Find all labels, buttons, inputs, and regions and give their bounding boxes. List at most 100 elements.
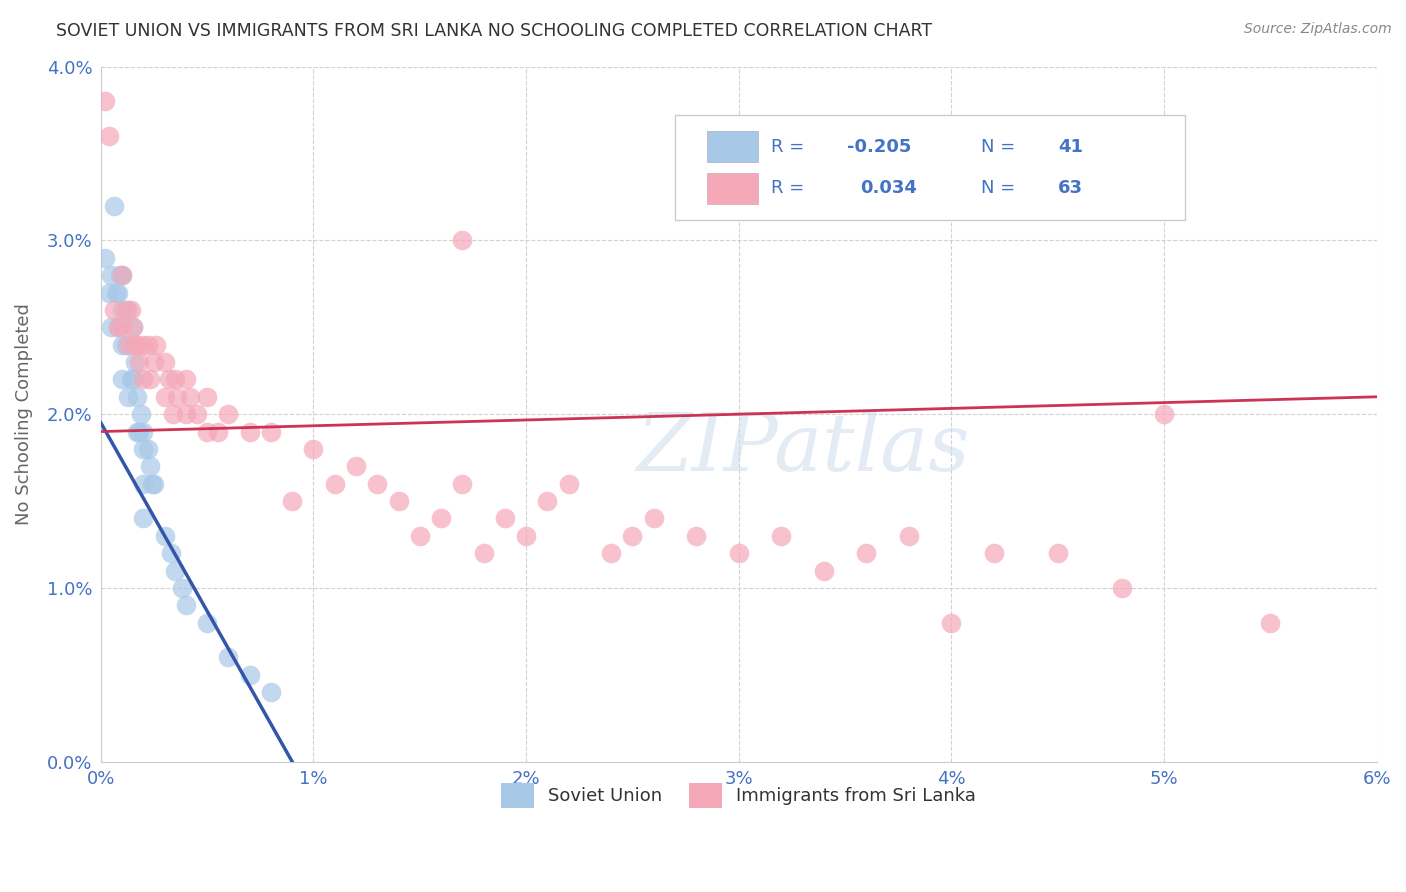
Point xyxy=(145,337,167,351)
Point xyxy=(855,546,877,560)
Point xyxy=(174,599,197,613)
Text: -0.205: -0.205 xyxy=(848,137,911,155)
Point xyxy=(111,268,134,282)
Point xyxy=(124,355,146,369)
Point xyxy=(121,320,143,334)
Point xyxy=(136,337,159,351)
Point xyxy=(344,459,367,474)
Point xyxy=(165,372,187,386)
Point xyxy=(160,546,183,560)
Point xyxy=(107,320,129,334)
Point xyxy=(600,546,623,560)
Point xyxy=(98,285,121,300)
Text: 41: 41 xyxy=(1057,137,1083,155)
Point xyxy=(129,407,152,421)
Point xyxy=(1046,546,1069,560)
Point xyxy=(157,372,180,386)
Point xyxy=(207,425,229,439)
Point xyxy=(121,372,143,386)
Point xyxy=(111,302,134,317)
Point xyxy=(260,425,283,439)
Point xyxy=(186,407,208,421)
FancyBboxPatch shape xyxy=(707,131,758,162)
Point xyxy=(139,459,162,474)
Point xyxy=(451,233,474,247)
Point xyxy=(813,564,835,578)
Point xyxy=(117,390,139,404)
Point xyxy=(117,337,139,351)
Point xyxy=(98,129,121,144)
Point xyxy=(195,390,218,404)
Point xyxy=(143,355,166,369)
Point xyxy=(111,337,134,351)
Point xyxy=(897,529,920,543)
Text: R =: R = xyxy=(770,137,810,155)
FancyBboxPatch shape xyxy=(675,115,1185,219)
Point xyxy=(124,337,146,351)
Point xyxy=(217,407,239,421)
Point xyxy=(120,302,142,317)
Point xyxy=(409,529,432,543)
Point xyxy=(103,302,125,317)
Point xyxy=(108,268,131,282)
Point xyxy=(141,476,163,491)
Point xyxy=(153,529,176,543)
Point xyxy=(165,564,187,578)
Point xyxy=(472,546,495,560)
Point xyxy=(685,529,707,543)
Point xyxy=(132,425,155,439)
Point xyxy=(111,372,134,386)
Text: 63: 63 xyxy=(1057,179,1083,197)
Point xyxy=(387,494,409,508)
Point xyxy=(125,390,148,404)
Point xyxy=(121,320,143,334)
Point xyxy=(132,511,155,525)
Point xyxy=(1111,581,1133,595)
Point xyxy=(494,511,516,525)
Point xyxy=(120,372,142,386)
Point xyxy=(143,476,166,491)
Point xyxy=(125,337,148,351)
Point xyxy=(302,442,325,456)
Point xyxy=(128,425,150,439)
Point xyxy=(195,425,218,439)
Point xyxy=(136,442,159,456)
Point xyxy=(125,425,148,439)
Point xyxy=(104,285,127,300)
Point xyxy=(128,355,150,369)
Point xyxy=(643,511,665,525)
Point xyxy=(174,372,197,386)
Point xyxy=(166,390,188,404)
Text: Source: ZipAtlas.com: Source: ZipAtlas.com xyxy=(1244,22,1392,37)
Point xyxy=(621,529,644,543)
Point xyxy=(239,668,262,682)
Point xyxy=(323,476,346,491)
Point xyxy=(430,511,453,525)
Text: N =: N = xyxy=(981,137,1021,155)
Point xyxy=(132,476,155,491)
Point xyxy=(132,337,155,351)
Point xyxy=(536,494,558,508)
Point xyxy=(1260,615,1282,630)
Text: SOVIET UNION VS IMMIGRANTS FROM SRI LANKA NO SCHOOLING COMPLETED CORRELATION CHA: SOVIET UNION VS IMMIGRANTS FROM SRI LANK… xyxy=(56,22,932,40)
Point xyxy=(115,302,138,317)
Point xyxy=(174,407,197,421)
Point xyxy=(770,529,793,543)
Text: N =: N = xyxy=(981,179,1021,197)
Point xyxy=(217,650,239,665)
Point xyxy=(260,685,283,699)
Point xyxy=(983,546,1005,560)
Point xyxy=(94,95,117,109)
Point xyxy=(366,476,388,491)
Point xyxy=(100,320,122,334)
Y-axis label: No Schooling Completed: No Schooling Completed xyxy=(15,303,32,525)
Point xyxy=(132,442,155,456)
Point xyxy=(727,546,749,560)
Point xyxy=(139,372,162,386)
Point xyxy=(111,320,134,334)
Point xyxy=(115,337,138,351)
Point xyxy=(515,529,537,543)
Point xyxy=(179,390,201,404)
Point xyxy=(107,285,129,300)
Text: 0.034: 0.034 xyxy=(860,179,917,197)
